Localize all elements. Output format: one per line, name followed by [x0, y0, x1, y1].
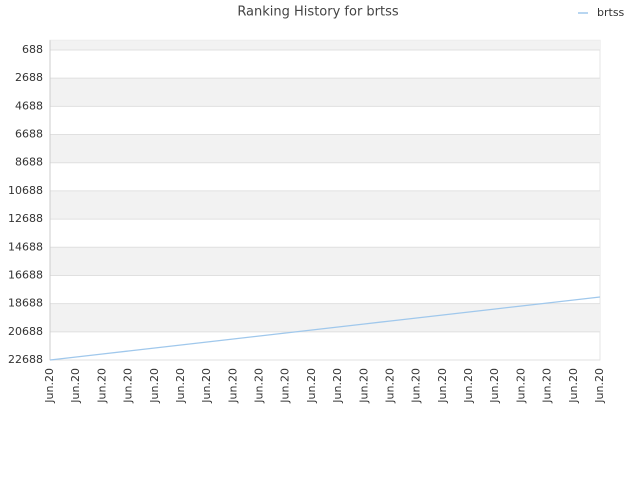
- x-tick-label: Jun.20: [410, 368, 423, 404]
- data-line: [49, 296, 601, 361]
- x-tick-label: Jun.20: [383, 368, 396, 404]
- grid-band: [50, 134, 600, 163]
- x-tick-label: Jun.20: [462, 368, 475, 404]
- y-tick-label: 18688: [8, 297, 43, 310]
- x-tick-label: Jun.20: [331, 368, 344, 404]
- y-tick-label: 16688: [8, 268, 43, 281]
- x-tick-label: Jun.20: [69, 368, 82, 404]
- x-tick-label: Jun.20: [488, 368, 501, 404]
- x-tick-label: Jun.20: [122, 368, 135, 404]
- grid-band: [50, 190, 600, 220]
- x-tick-label: Jun.20: [253, 368, 266, 404]
- y-tick-label: 20688: [8, 325, 43, 338]
- y-tick-label: 688: [22, 43, 43, 56]
- y-tick-label: 14688: [8, 240, 43, 253]
- x-tick-label: Jun.20: [593, 368, 606, 404]
- x-tick-label: Jun.20: [200, 368, 213, 404]
- x-tick-label: Jun.20: [226, 368, 239, 404]
- y-tick-label: 10688: [8, 184, 43, 197]
- x-tick-label: Jun.20: [514, 368, 527, 404]
- y-tick-label: 2688: [15, 71, 43, 84]
- grid-band: [50, 40, 600, 50]
- x-tick-label: Jun.20: [436, 368, 449, 404]
- legend-label: brtss: [597, 6, 625, 19]
- y-tick-label: 22688: [8, 353, 43, 366]
- x-tick-label: Jun.20: [174, 368, 187, 404]
- x-tick-label: Jun.20: [567, 368, 580, 404]
- x-tick-label: Jun.20: [279, 368, 292, 404]
- y-tick-label: 12688: [8, 212, 43, 225]
- x-tick-label: Jun.20: [357, 368, 370, 404]
- x-tick-label: Jun.20: [541, 368, 554, 404]
- grid-band: [50, 303, 600, 332]
- y-tick-label: 8688: [15, 156, 43, 169]
- y-tick-label: 6688: [15, 128, 43, 141]
- x-tick-label: Jun.20: [305, 368, 318, 404]
- x-tick-label: Jun.20: [43, 368, 56, 404]
- x-tick-label: Jun.20: [95, 368, 108, 404]
- grid-band: [50, 78, 600, 107]
- x-tick-label: Jun.20: [148, 368, 161, 404]
- y-tick-label: 4688: [15, 99, 43, 112]
- grid-band: [50, 247, 600, 276]
- chart-title: Ranking History for brtss: [237, 5, 399, 20]
